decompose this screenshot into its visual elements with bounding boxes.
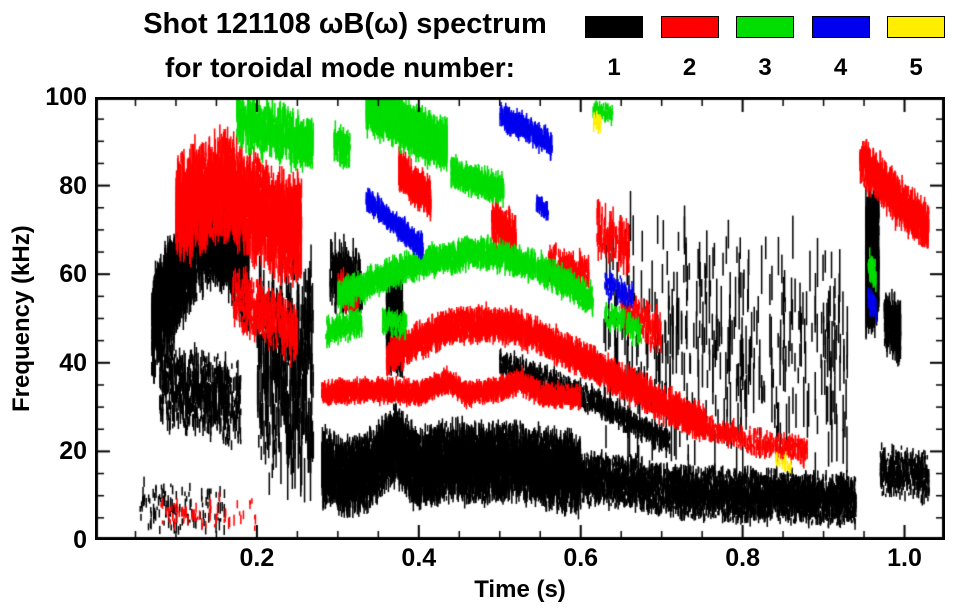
y-tick-label-40: 40 [59,348,87,377]
y-tick-label-80: 80 [59,171,87,200]
legend-labels: 1 2 3 4 5 [585,54,945,82]
x-tick-label-0.6: 0.6 [563,544,599,572]
y-tick-label-100: 100 [45,83,87,111]
legend-label-mode-1: 1 [607,54,621,81]
legend-label-mode-2: 2 [682,54,697,81]
legend-swatch-mode-5 [887,16,945,38]
legend [585,16,945,38]
legend-label-mode-3: 3 [758,54,772,81]
x-tick-label-1.0: 1.0 [887,544,922,572]
x-tick-label-0.8: 0.8 [725,544,760,572]
x-tick-label-0.4: 0.4 [401,544,437,572]
legend-swatch-mode-1 [585,16,643,38]
y-tick-label-20: 20 [59,437,87,466]
legend-swatch-mode-2 [660,16,719,38]
x-tick-label-0.2: 0.2 [239,544,275,572]
legend-label-mode-5: 5 [909,54,923,81]
chart-subtitle: for toroidal mode number: [165,52,515,83]
y-tick-label-0: 0 [73,526,87,554]
legend-swatch-mode-3 [736,16,794,38]
x-axis-label: Time (s) [474,576,566,603]
spectrogram-canvas [95,97,945,540]
legend-label-mode-4: 4 [833,54,848,81]
y-axis-label: Frequency (kHz) [8,225,35,412]
y-tick-label-60: 60 [59,260,87,289]
plot-area [95,97,945,540]
chart-title: Shot 121108 ωB(ω) spectrum [143,8,547,40]
legend-swatch-mode-4 [811,16,870,38]
